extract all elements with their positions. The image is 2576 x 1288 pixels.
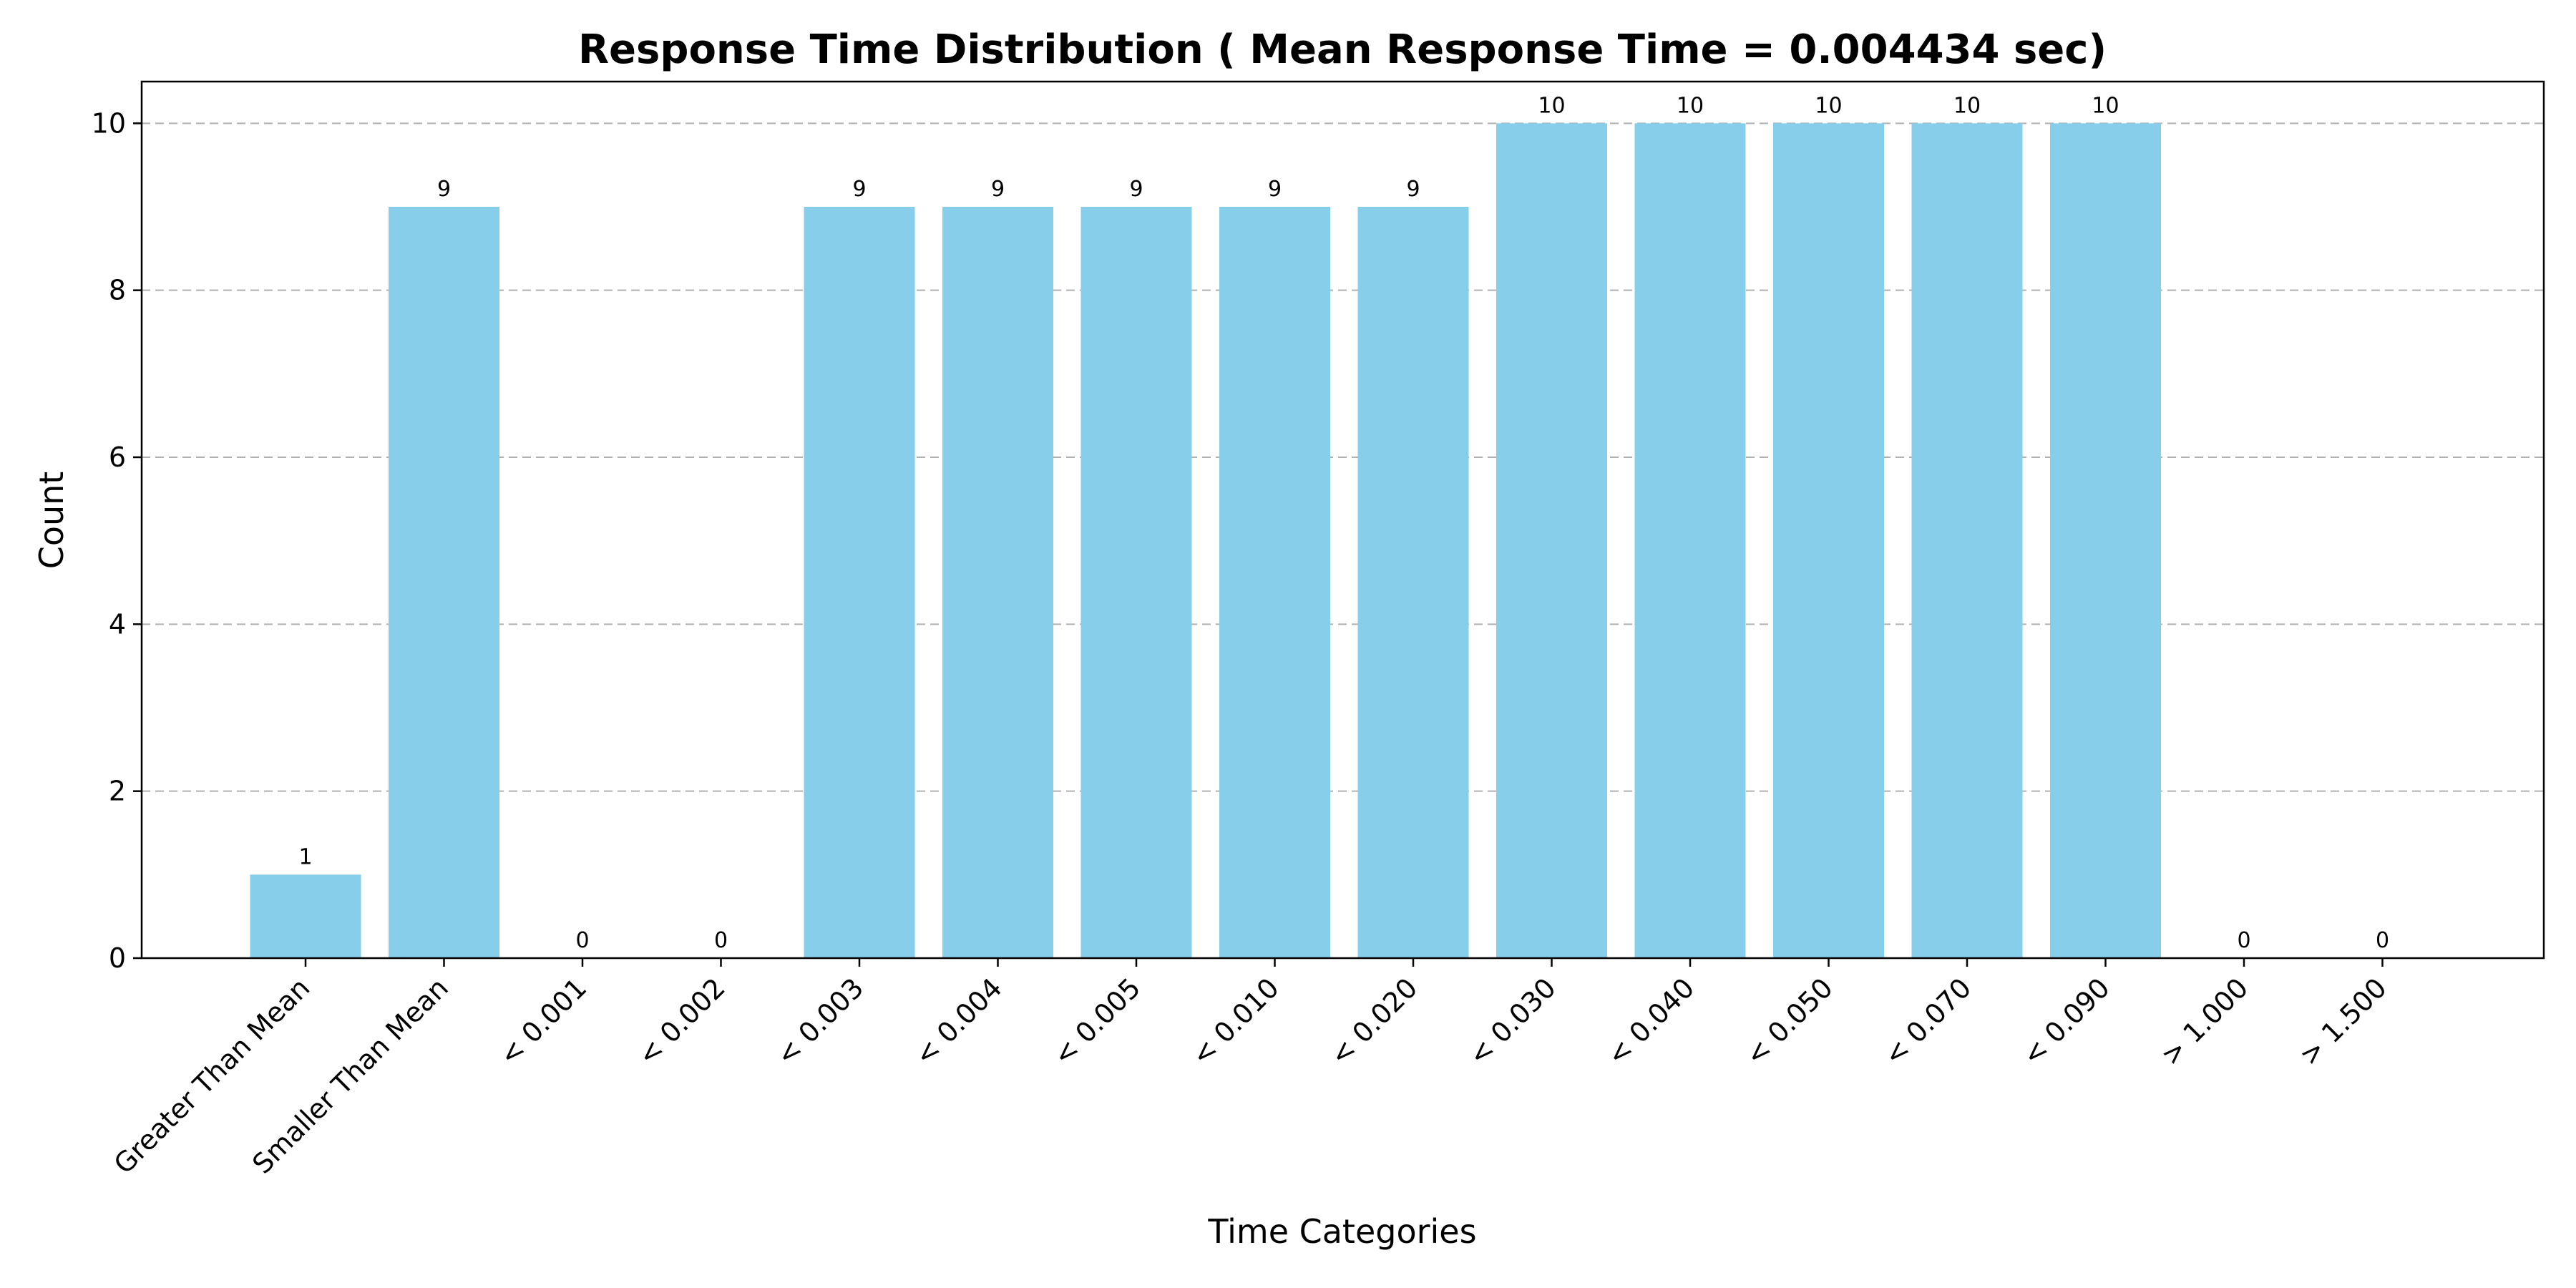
bar-value-label: 1	[298, 844, 312, 869]
bar-value-label: 10	[1677, 93, 1704, 118]
bar-value-label: 9	[1406, 177, 1420, 202]
bar	[804, 207, 915, 958]
bar	[389, 207, 499, 958]
bar-value-label: 9	[437, 177, 451, 202]
x-tick-label: < 0.010	[1186, 972, 1285, 1071]
x-tick-label: < 0.030	[1463, 972, 1562, 1071]
x-tick-label: < 0.001	[493, 972, 592, 1071]
bar	[1080, 207, 1192, 958]
y-tick-label: 8	[109, 275, 126, 306]
bar-value-labels: 1 9 0 0 9 9 9 9 9 10 10 10 10 10 0 0	[298, 93, 2389, 953]
chart-title: Response Time Distribution ( Mean Respon…	[578, 26, 2107, 73]
x-tick-label: < 0.050	[1740, 972, 1839, 1071]
bar	[1496, 123, 1607, 958]
bar	[1773, 123, 1884, 958]
y-tick-label: 6	[109, 441, 126, 473]
x-tick-label: < 0.070	[1878, 972, 1977, 1071]
bar-value-label: 10	[1953, 93, 1981, 118]
bar	[1219, 207, 1330, 958]
y-tick-label: 2	[109, 776, 126, 807]
y-tick-label: 0	[109, 942, 126, 974]
bar	[1911, 123, 2023, 958]
y-tick-label: 10	[92, 107, 126, 139]
bar	[250, 874, 361, 958]
x-tick-label: < 0.002	[632, 972, 731, 1071]
bar	[2050, 123, 2161, 958]
bar-value-label: 0	[714, 928, 728, 953]
y-axis-label: Count	[32, 472, 71, 570]
bar	[942, 207, 1053, 958]
bar	[1634, 123, 1746, 958]
x-tick-label: < 0.040	[1601, 972, 1700, 1071]
bar-value-label: 10	[1815, 93, 1842, 118]
x-tick-label: < 0.003	[770, 972, 869, 1071]
bar	[1357, 207, 1469, 958]
bar-value-label: 10	[1538, 93, 1565, 118]
x-tick-label: < 0.005	[1047, 972, 1146, 1071]
y-tick-label: 4	[109, 608, 126, 640]
bar-value-label: 0	[2237, 928, 2250, 953]
x-axis-label: Time Categories	[1207, 1212, 1476, 1251]
plot-frame	[140, 80, 2545, 960]
x-tick-label: > 1.500	[2293, 972, 2393, 1071]
bar-value-label: 9	[1268, 177, 1282, 202]
bar-value-label: 9	[1129, 177, 1143, 202]
x-tick-label: < 0.090	[2016, 972, 2116, 1071]
grid-lines	[142, 122, 2544, 792]
bars	[250, 123, 2161, 958]
bar-value-label: 9	[991, 177, 1005, 202]
x-tick-label: < 0.004	[909, 972, 1008, 1071]
bar-value-label: 9	[852, 177, 866, 202]
bar-value-label: 10	[2092, 93, 2119, 118]
x-tick-label: > 1.000	[2155, 972, 2254, 1071]
bar-value-label: 0	[575, 928, 589, 953]
bar-value-label: 0	[2376, 928, 2389, 953]
y-axis-ticks: 0 2 4 6 8 10	[92, 107, 142, 974]
x-tick-label: < 0.020	[1324, 972, 1423, 1071]
